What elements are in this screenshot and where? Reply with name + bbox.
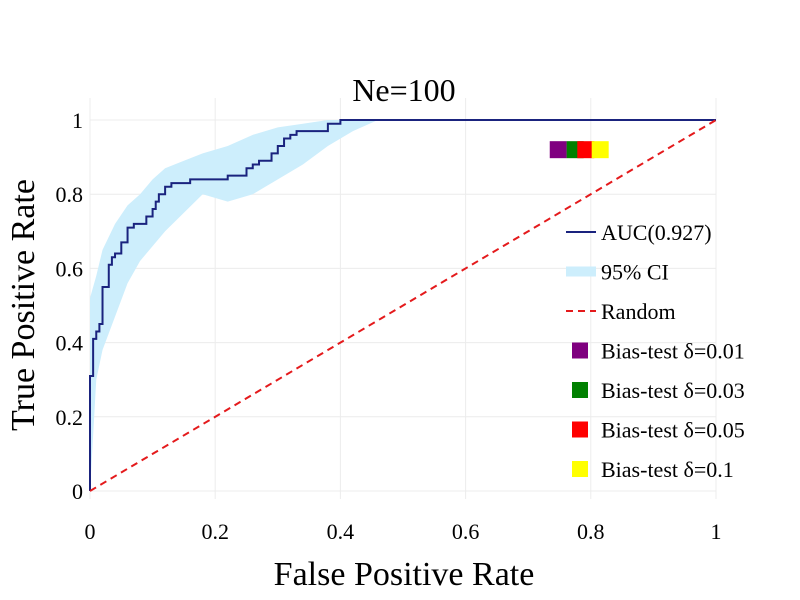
legend-item-3: Bias-test δ=0.01 xyxy=(572,339,745,364)
x-tick-label-3: 0.6 xyxy=(452,519,480,544)
legend-label-3: Bias-test δ=0.01 xyxy=(601,339,745,364)
y-tick-label-5: 1 xyxy=(72,108,83,133)
legend-label-4: Bias-test δ=0.03 xyxy=(601,378,745,403)
legend: AUC(0.927) 95% CI Random Bias-test δ=0.01 Bi… xyxy=(566,220,745,482)
legend-swatch-square xyxy=(572,421,588,438)
legend-label-1: 95% CI xyxy=(601,260,669,285)
chart-title: Ne=100 xyxy=(352,72,455,108)
bias-test-marker-6 xyxy=(591,141,609,159)
legend-swatch-square xyxy=(572,342,588,359)
legend-label-5: Bias-test δ=0.05 xyxy=(601,418,745,443)
roc-curve-line xyxy=(89,119,716,491)
y-axis-title: True Positive Rate xyxy=(5,179,42,431)
x-tick-label-4: 0.8 xyxy=(577,519,605,544)
bias-test-marker-5 xyxy=(577,141,595,159)
y-tick-label-2: 0.4 xyxy=(56,331,84,356)
line-layer xyxy=(89,119,717,492)
random-line xyxy=(89,119,717,492)
x-axis-title: False Positive Rate xyxy=(274,556,535,593)
legend-item-0: AUC(0.927) xyxy=(566,220,712,245)
x-tick-label-0: 0 xyxy=(85,519,96,544)
legend-label-0: AUC(0.927) xyxy=(601,220,712,245)
legend-item-5: Bias-test δ=0.05 xyxy=(572,418,745,443)
x-tick-label-5: 1 xyxy=(711,519,722,544)
legend-item-1: 95% CI xyxy=(566,260,669,285)
y-tick-label-0: 0 xyxy=(72,479,83,504)
x-tick-label-1: 0.2 xyxy=(201,519,229,544)
tick-layer: 0 0.2 0.4 0.6 0.8 1 0 0.2 0.4 0.6 0.8 1 xyxy=(56,108,722,544)
legend-label-6: Bias-test δ=0.1 xyxy=(601,457,734,482)
legend-label-2: Random xyxy=(601,299,676,324)
y-tick-label-3: 0.6 xyxy=(56,256,84,281)
bias-test-marker-3 xyxy=(549,141,567,159)
y-tick-label-1: 0.2 xyxy=(56,405,84,430)
y-tick-label-4: 0.8 xyxy=(56,182,84,207)
x-tick-label-2: 0.4 xyxy=(327,519,355,544)
legend-swatch-square xyxy=(572,382,588,398)
legend-item-4: Bias-test δ=0.03 xyxy=(572,378,745,403)
marker-layer xyxy=(549,141,609,159)
legend-item-2: Random xyxy=(566,299,676,324)
legend-item-6: Bias-test δ=0.1 xyxy=(572,457,734,482)
legend-swatch-square xyxy=(572,461,588,477)
